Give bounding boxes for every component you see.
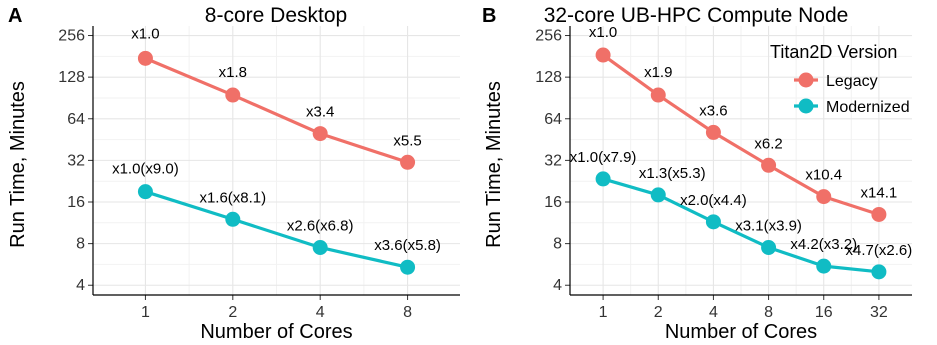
- data-point: [650, 187, 666, 203]
- series-legacy: x1.0 x1.9 x3.6 x6.2 x10.4 x14.1: [589, 24, 897, 222]
- series-line: [602, 53, 880, 216]
- data-label: x3.6: [699, 102, 727, 119]
- data-label: x3.1(x3.9): [735, 217, 802, 234]
- chart-title: 8-core Desktop: [205, 4, 347, 27]
- data-point: [871, 264, 887, 280]
- series-line: [144, 190, 408, 269]
- legend-item-label: Legacy: [826, 73, 878, 90]
- y-tick-label: 128: [58, 69, 85, 86]
- x-tick-label: 16: [815, 304, 833, 321]
- data-point: [816, 258, 832, 274]
- data-point: [225, 211, 241, 227]
- data-point: [137, 50, 153, 66]
- x-tick-label: 4: [316, 304, 325, 321]
- legend-item-label: Modernized: [826, 99, 910, 116]
- legend-marker: [798, 98, 814, 114]
- series-modernized: x1.0(x7.9)x1.3(x5.3) x2.0(x4.4) x3.1(x3.9)…: [570, 149, 913, 280]
- data-label: x14.1: [861, 184, 898, 201]
- data-label: x2.0(x4.4): [680, 192, 747, 209]
- data-point: [705, 124, 721, 140]
- y-tick-label: 64: [544, 111, 562, 128]
- chart-title: 32-core UB-HPC Compute Node: [544, 4, 849, 27]
- data-label: x5.5: [393, 132, 421, 149]
- y-axis-label: Run Time, Minutes: [7, 81, 29, 248]
- series-legacy: x1.0 x1.8 x3.4 x5.5: [131, 25, 422, 170]
- legend-title: Titan2D Version: [770, 42, 897, 62]
- data-label: x1.6(x8.1): [199, 189, 266, 206]
- data-label: x1.8: [219, 64, 247, 81]
- data-point: [400, 259, 416, 275]
- data-point: [400, 154, 416, 170]
- y-tick-label: 16: [67, 194, 85, 211]
- y-tick-label: 8: [553, 236, 562, 253]
- data-point: [871, 206, 887, 222]
- y-tick-label: 256: [58, 28, 85, 45]
- legend: Titan2D Version Legacy Modernized: [770, 42, 910, 116]
- y-tick-label: 32: [67, 152, 85, 169]
- data-point: [705, 214, 721, 230]
- series-modernized: x1.0(x9.0) x1.6(x8.1) x2.6(x6.8) x3.6(x5.8): [112, 161, 441, 275]
- data-label: x1.3(x5.3): [639, 165, 706, 182]
- data-label: x3.4: [306, 104, 334, 121]
- x-tick-label: 2: [228, 304, 237, 321]
- data-point: [816, 189, 832, 205]
- data-point: [312, 126, 328, 142]
- y-tick-label: 64: [67, 111, 85, 128]
- y-tick-label: 32: [544, 152, 562, 169]
- data-point: [312, 239, 328, 255]
- data-label: x10.4: [805, 167, 842, 184]
- data-point: [225, 87, 241, 103]
- data-point: [761, 239, 777, 255]
- data-label: x1.0(x9.0): [112, 161, 179, 178]
- data-label: x1.0: [589, 24, 617, 41]
- data-point: [761, 157, 777, 173]
- panel-label: B: [482, 5, 496, 27]
- data-label: x6.2: [754, 135, 782, 152]
- data-label: x2.6(x6.8): [287, 217, 354, 234]
- chart-panel-a: 4 8 16 32 64 128 256 1 2 4 8 8-core Desktop A Number …: [7, 4, 460, 343]
- data-point: [595, 47, 611, 63]
- series-line: [602, 177, 880, 274]
- data-label: x1.0(x7.9): [570, 149, 637, 166]
- x-tick-label: 4: [709, 304, 718, 321]
- x-tick-label: 1: [599, 304, 608, 321]
- y-tick-label: 128: [535, 69, 562, 86]
- x-axis-label: Number of Cores: [200, 321, 352, 343]
- y-axis-label: Run Time, Minutes: [483, 81, 505, 248]
- data-point: [650, 87, 666, 103]
- data-label: x4.7(x2.6): [846, 242, 913, 259]
- data-label: x1.0: [131, 25, 159, 42]
- x-tick-label: 1: [141, 304, 150, 321]
- x-tick-label: 8: [764, 304, 773, 321]
- y-tick-label: 16: [544, 194, 562, 211]
- y-tick-label: 8: [76, 236, 85, 253]
- y-tick-label: 4: [76, 277, 85, 294]
- data-label: x3.6(x5.8): [374, 237, 441, 254]
- data-point: [595, 171, 611, 187]
- chart-panel-b: 4 8 16 32 64 128 256 1 2 4 8 16 32 32-core UB-HPC Com…: [482, 4, 912, 343]
- data-label: x1.9: [644, 64, 672, 81]
- x-tick-label: 2: [654, 304, 663, 321]
- data-point: [137, 184, 153, 200]
- series-line: [144, 56, 409, 164]
- x-axis-label: Number of Cores: [665, 321, 817, 343]
- x-tick-label: 32: [870, 304, 888, 321]
- panel-label: A: [8, 5, 22, 27]
- y-tick-label: 256: [535, 28, 562, 45]
- legend-marker: [798, 72, 814, 88]
- x-tick-label: 8: [403, 304, 412, 321]
- y-tick-label: 4: [553, 277, 562, 294]
- data-label: x4.2(x3.2): [790, 236, 857, 253]
